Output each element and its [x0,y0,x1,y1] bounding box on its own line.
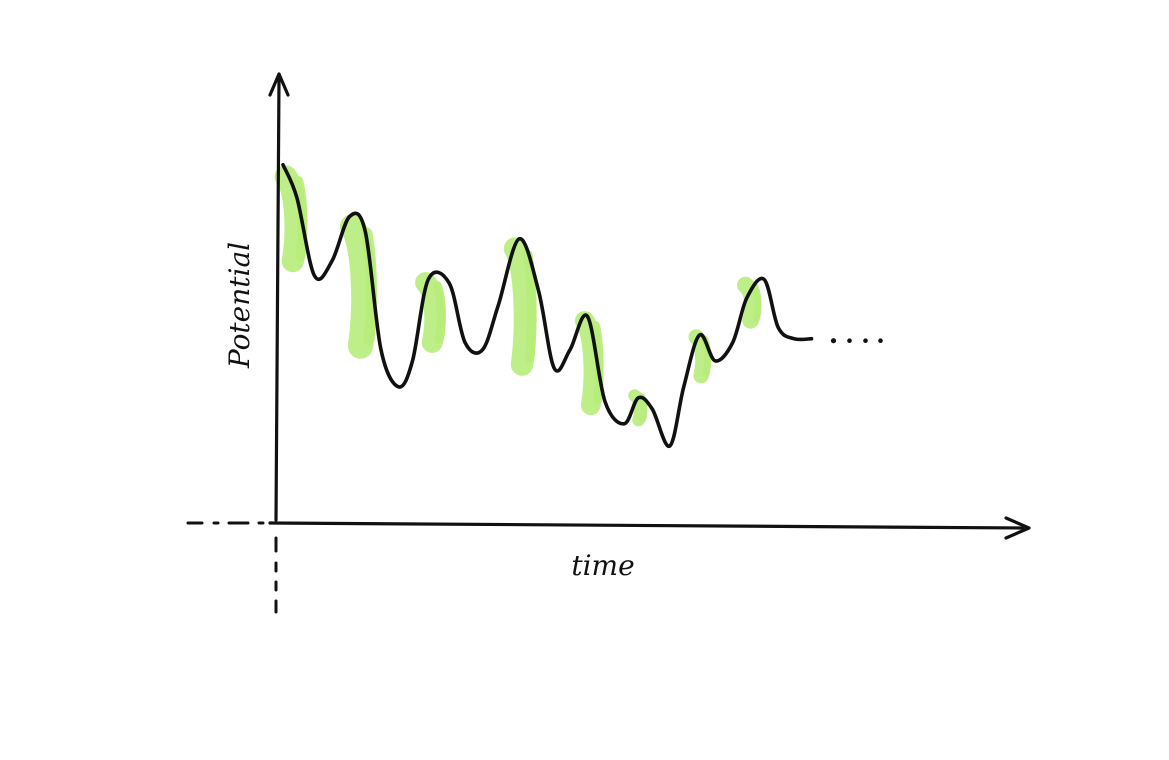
continuation-dot-2 [847,338,852,344]
shade-stroke-8a [737,276,762,329]
x-axis-label: time [571,549,634,582]
continuation-dots [830,338,883,344]
shade-stroke-5a [574,311,604,416]
y-axis-line [274,78,281,522]
continuation-dot-3 [863,338,868,344]
shade-stroke-2a [340,214,377,359]
axes-layer [186,72,1031,614]
shade-stroke-6a [628,389,647,427]
continuation-dot-1 [830,338,837,344]
shade-stroke-3a [415,272,446,353]
shade-stroke-4b [522,249,537,364]
y-axis-arrow [268,72,290,97]
continuation-dot-4 [878,338,883,344]
shade-region-3 [415,272,446,353]
shade-region-8 [737,276,762,329]
shade-stroke-3b [432,281,446,344]
x-axis-arrow [1004,516,1031,540]
shade-region-4 [503,237,537,376]
y-axis-label: Potential [223,242,256,369]
shade-stroke-4a [503,237,537,376]
shade-stroke-1a [274,165,307,273]
x-axis-line [268,521,1025,530]
series-line-potential [281,163,814,448]
shade-stroke-8b [751,283,762,322]
